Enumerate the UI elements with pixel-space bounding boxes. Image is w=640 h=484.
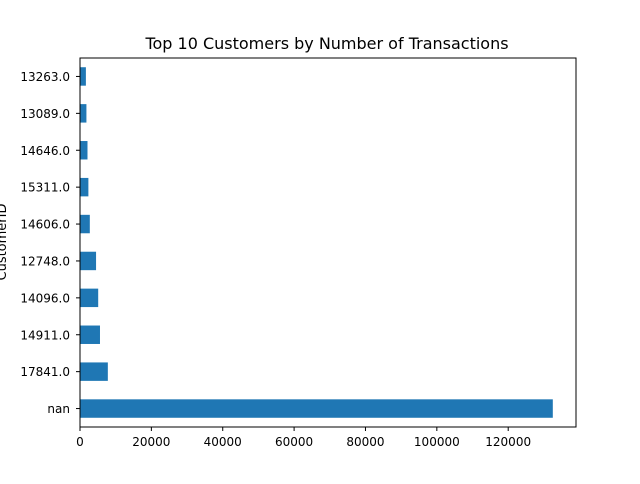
y-tick-label: 14911.0 bbox=[20, 328, 70, 342]
bar bbox=[80, 214, 90, 234]
x-tick-label: 20000 bbox=[132, 435, 170, 449]
bars-layer bbox=[80, 67, 553, 418]
y-tick-label: 13089.0 bbox=[20, 107, 70, 121]
y-tick-label: 14606.0 bbox=[20, 218, 70, 232]
y-tick-label: 15311.0 bbox=[20, 181, 70, 195]
y-tick-label: 12748.0 bbox=[20, 254, 70, 268]
bar bbox=[80, 399, 553, 418]
y-axis-label: CustomerID bbox=[0, 204, 10, 281]
bar bbox=[80, 104, 87, 123]
y-tick-label: 17841.0 bbox=[20, 365, 70, 379]
y-tick-label: 14646.0 bbox=[20, 144, 70, 158]
x-tick-label: 40000 bbox=[204, 435, 242, 449]
bar bbox=[80, 251, 97, 271]
bar bbox=[80, 325, 100, 344]
bar bbox=[80, 288, 99, 308]
x-tick-label: 80000 bbox=[346, 435, 384, 449]
x-tick-label: 60000 bbox=[275, 435, 313, 449]
plot-frame bbox=[79, 57, 577, 428]
y-axis: nan 17841.0 14911.0 14096.0 12748.0 14606.0 15… bbox=[20, 70, 80, 416]
bar bbox=[80, 67, 86, 86]
bar bbox=[80, 177, 89, 197]
y-tick-label: 14096.0 bbox=[20, 291, 70, 305]
x-tick-label: 100000 bbox=[414, 435, 460, 449]
x-tick-label: 120000 bbox=[485, 435, 531, 449]
bar bbox=[80, 141, 88, 160]
x-tick-label: 0 bbox=[76, 435, 84, 449]
y-tick-label: nan bbox=[47, 402, 70, 416]
x-axis: 0 20000 40000 60000 80000 100000 120000 bbox=[76, 427, 531, 449]
chart-title: Top 10 Customers by Number of Transactio… bbox=[144, 34, 508, 53]
bar bbox=[80, 362, 108, 381]
y-tick-label: 13263.0 bbox=[20, 70, 70, 84]
